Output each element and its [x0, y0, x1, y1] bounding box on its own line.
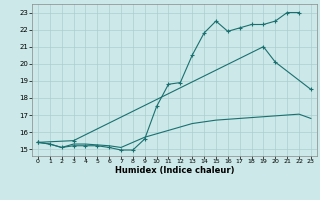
- X-axis label: Humidex (Indice chaleur): Humidex (Indice chaleur): [115, 166, 234, 175]
